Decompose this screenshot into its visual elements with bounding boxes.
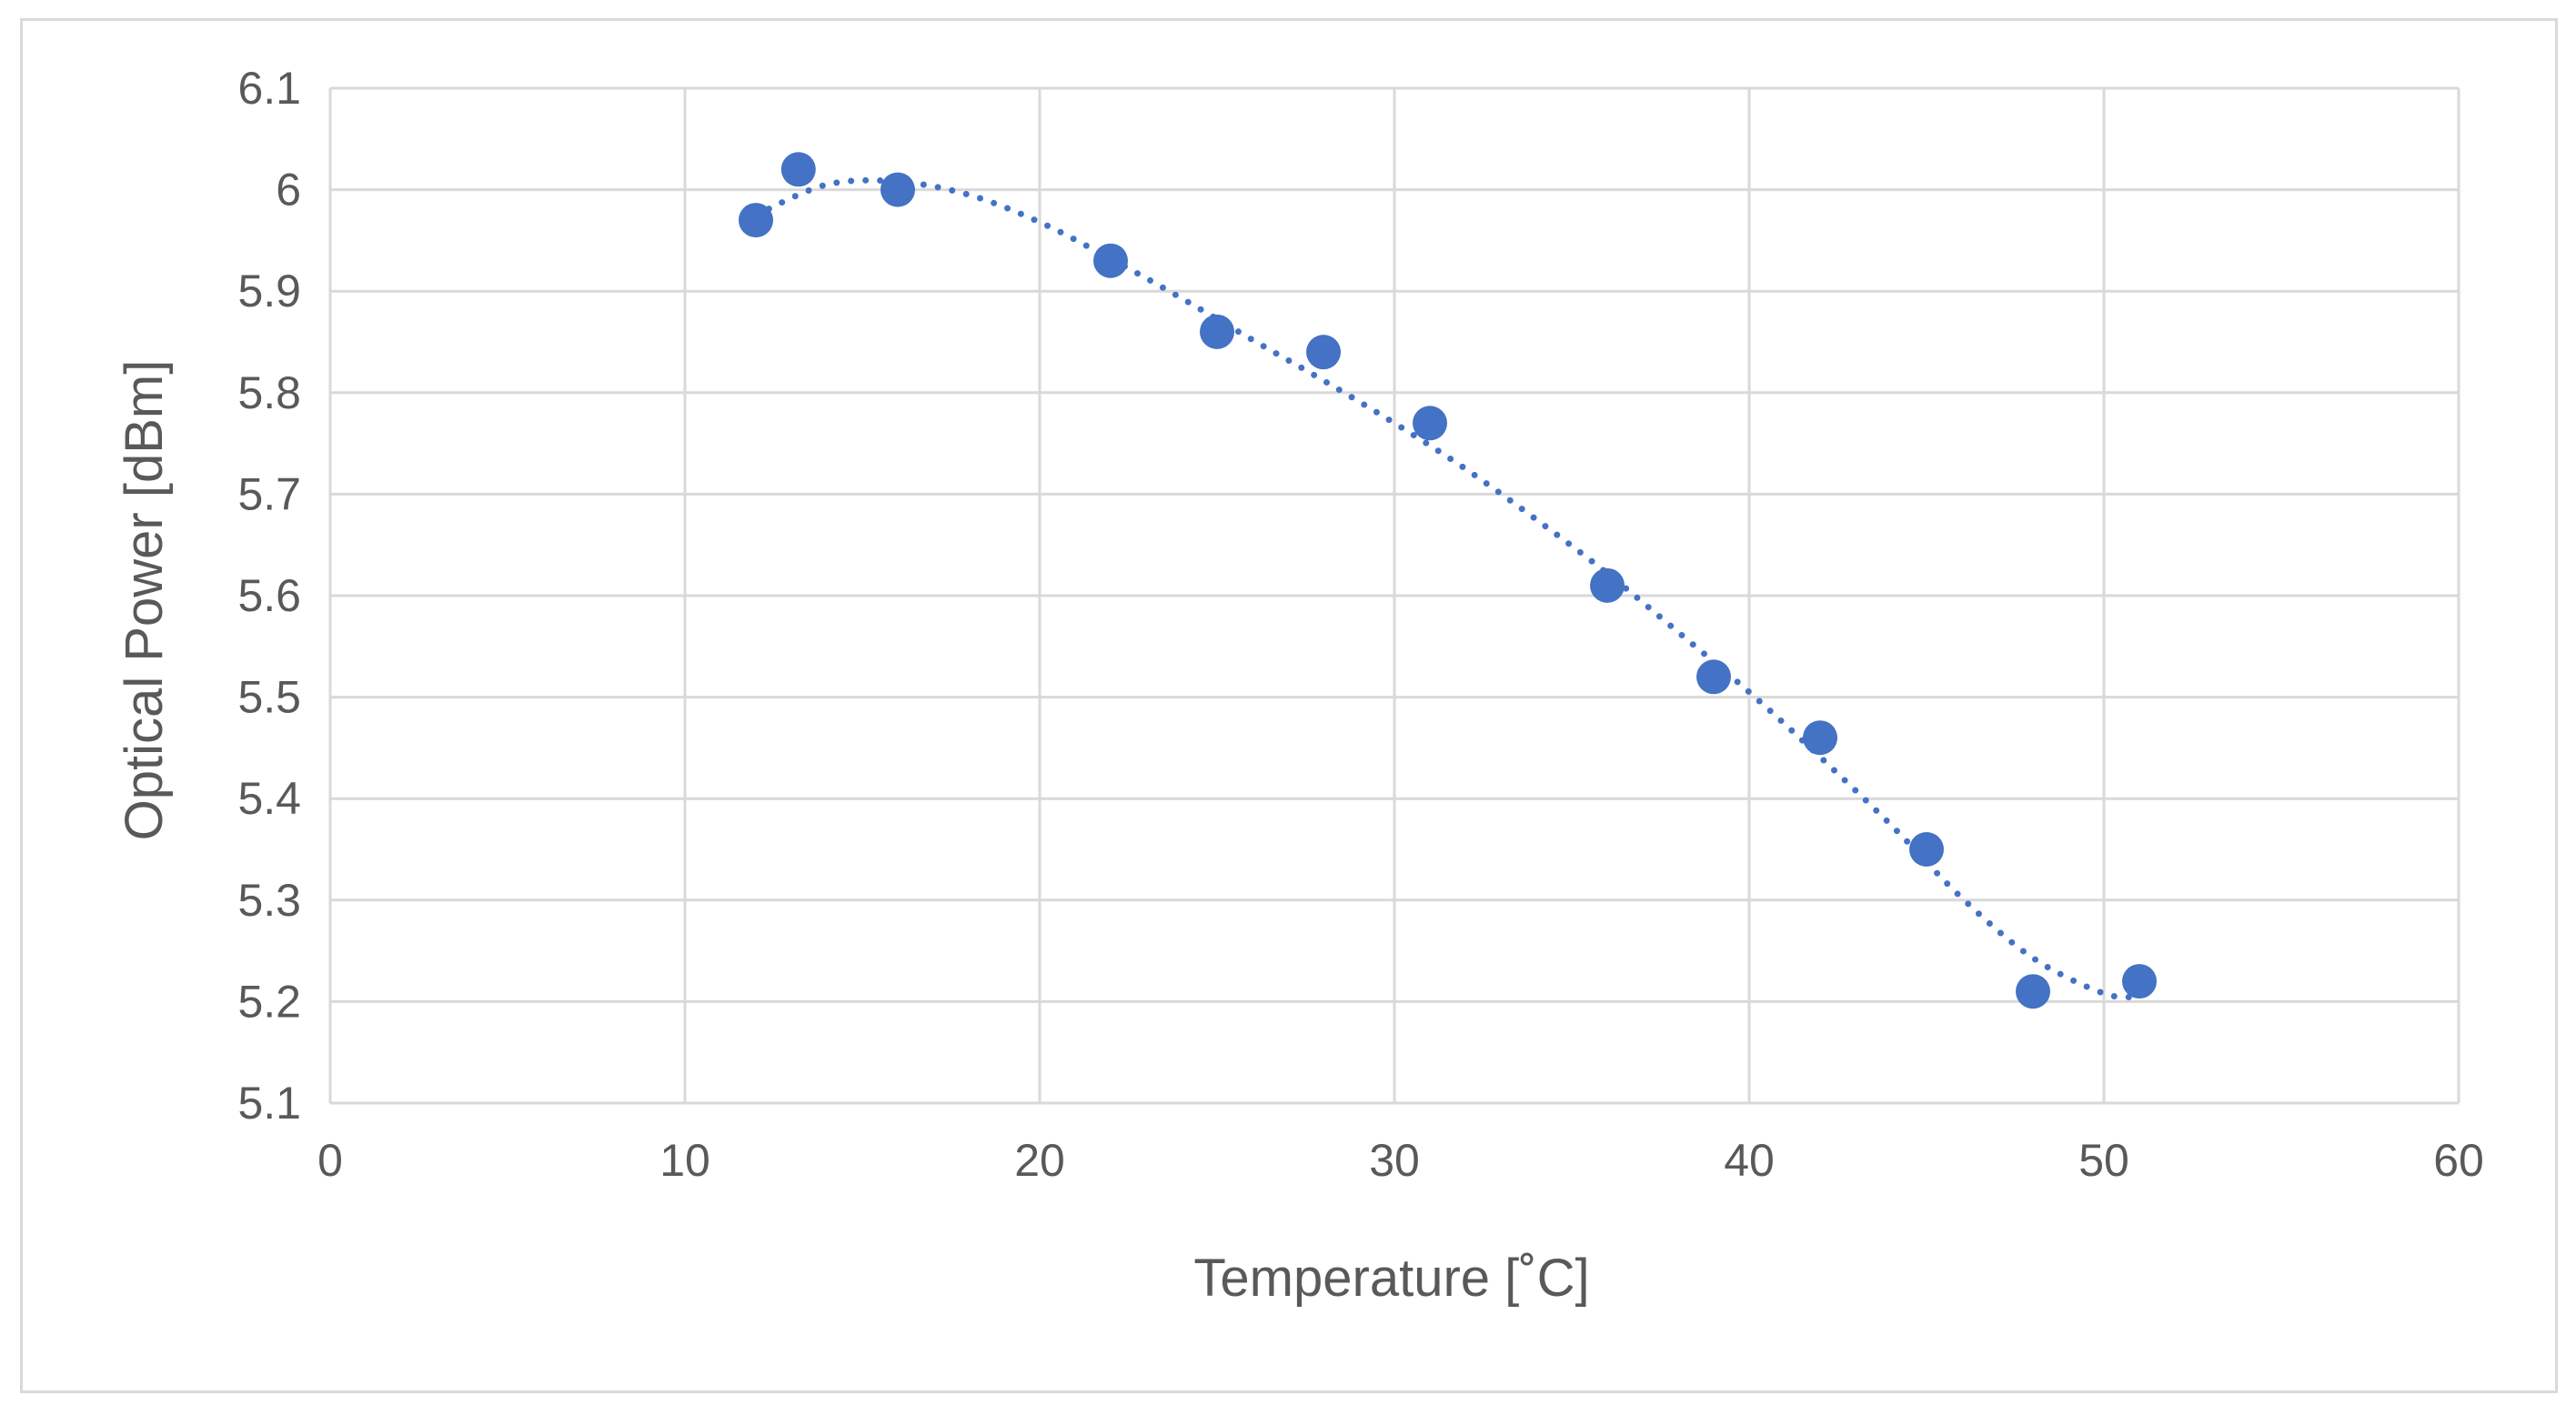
data-point	[1413, 406, 1447, 441]
data-point	[880, 172, 915, 207]
x-tick-label: 30	[1369, 1135, 1420, 1186]
y-tick-label: 5.5	[237, 672, 301, 723]
x-tick-label: 10	[659, 1135, 710, 1186]
y-axis-title: Optical Power [dBm]	[115, 360, 174, 841]
x-tick-label: 40	[1724, 1135, 1775, 1186]
data-point	[1909, 832, 1944, 867]
chart-frame	[20, 18, 2558, 1393]
data-point	[739, 203, 773, 238]
y-tick-label: 5.4	[237, 773, 301, 824]
y-tick-label: 5.9	[237, 266, 301, 316]
grid	[328, 86, 2460, 1105]
data-point	[2016, 974, 2050, 1009]
y-tick-label: 6.1	[237, 63, 301, 114]
y-tick-label: 5.1	[237, 1078, 301, 1129]
x-tick-label: 20	[1014, 1135, 1065, 1186]
y-tick-label: 5.2	[237, 976, 301, 1027]
x-tick-label: 60	[2433, 1135, 2484, 1186]
data-point	[1696, 659, 1731, 695]
x-tick-label: 50	[2078, 1135, 2129, 1186]
data-point	[1306, 335, 1341, 370]
data-point	[1093, 243, 1128, 278]
data-point	[1200, 314, 1234, 349]
x-tick-label: 0	[317, 1135, 343, 1186]
y-tick-label: 6	[276, 165, 301, 216]
data-points	[739, 152, 2157, 1009]
y-tick-label: 5.6	[237, 570, 301, 621]
data-point	[1803, 720, 1837, 756]
data-point	[780, 152, 816, 187]
x-axis-title: Temperature [˚C]	[1193, 1249, 1589, 1308]
y-tick-label: 5.3	[237, 875, 301, 926]
data-point	[1590, 567, 1625, 603]
y-tick-label: 5.8	[237, 367, 301, 418]
trendline	[752, 176, 2143, 1001]
tick-labels: 5.1 5.2 5.3 5.4 5.5 5.6 5.7 5.8 5.9 6 6.1 0 10 20 30 40…	[237, 63, 2483, 1186]
trendline-layer	[752, 176, 2143, 1001]
data-point	[2122, 964, 2157, 999]
y-tick-label: 5.7	[237, 468, 301, 519]
